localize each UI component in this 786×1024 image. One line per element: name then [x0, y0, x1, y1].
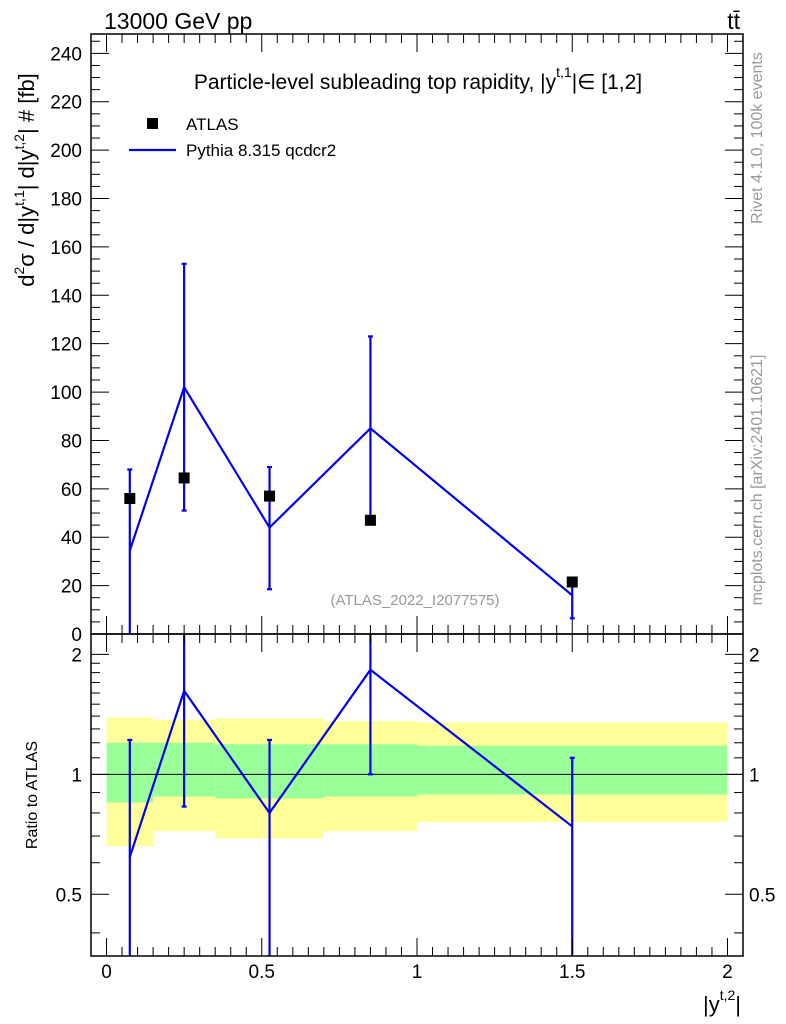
ylabel-a-sup: 2	[11, 267, 27, 275]
atlas-data-point	[364, 514, 376, 526]
ratio-y-tick-label: 2	[71, 645, 82, 666]
ylabel-c-sup: t,2	[11, 134, 27, 150]
xlabel-superscript: t,2	[720, 987, 736, 1003]
header-process-label: tt̄	[727, 8, 740, 34]
main-y-tick-label: 180	[50, 190, 82, 211]
main-y-tick-label: 40	[61, 528, 82, 549]
atlas-data-point	[178, 472, 190, 484]
x-tick-label: 1	[412, 962, 423, 983]
ratio-y-tick-label-right: 0.5	[749, 885, 775, 906]
ratio-pythia-line	[128, 668, 573, 858]
legend: ATLAS Pythia 8.315 qcdcr2	[129, 115, 336, 160]
main-y-tick-label: 60	[61, 480, 82, 501]
ratio-uncertainty-bands	[91, 717, 743, 847]
xlabel-tail: |	[735, 992, 741, 1017]
title-text: Particle-level subleading top rapidity, …	[194, 71, 557, 94]
header-energy-label: 13000 GeV pp	[104, 8, 252, 34]
ratio-axis-ticks: 0 0.5 1 1.5 2 0.5 0.5 1 1 2 2	[56, 634, 775, 983]
title-tail: |∈ [1,2]	[572, 71, 642, 94]
ratio-panel-frame	[90, 633, 744, 957]
rivet-version-label: Rivet 4.1.0, 100k events	[749, 52, 766, 224]
legend-atlas-label: ATLAS	[186, 115, 239, 134]
x-tick-label: 1.5	[559, 962, 585, 983]
main-y-tick-label: 100	[50, 383, 82, 404]
ylabel-b-sup: t,1	[11, 190, 27, 206]
ratio-y-tick-label-right: 2	[749, 645, 760, 666]
ratio-y-tick-label: 0.5	[56, 885, 82, 906]
ratio-y-axis-label: Ratio to ATLAS	[24, 741, 41, 849]
x-tick-label: 2	[722, 962, 733, 983]
main-y-tick-label: 80	[61, 431, 82, 452]
ratio-data-marks	[127, 634, 575, 956]
pythia-line	[128, 384, 573, 597]
main-y-tick-label: 120	[50, 335, 82, 356]
atlas-data-point	[264, 490, 276, 502]
main-data-marks	[124, 262, 578, 634]
xlabel-text: |y	[703, 992, 720, 1017]
main-axis-ticks: 0 20 40 60 80 100 120 140 160 180 200 220 240	[50, 34, 743, 646]
ylabel-d: | # [fb]	[14, 73, 39, 134]
legend-pythia-label: Pythia 8.315 qcdcr2	[186, 141, 336, 160]
atlas-data-point	[566, 576, 578, 588]
x-tick-label: 0	[101, 962, 112, 983]
main-y-tick-label: 140	[50, 286, 82, 307]
ylabel-c: | d|y	[14, 150, 39, 191]
x-axis-label: |yt,2|	[703, 987, 741, 1017]
main-y-tick-label: 0	[71, 625, 82, 646]
main-y-tick-label: 160	[50, 238, 82, 259]
main-y-tick-label: 220	[50, 93, 82, 114]
ylabel-a: d	[14, 275, 39, 287]
x-tick-label: 0.5	[249, 962, 275, 983]
main-y-tick-label: 20	[61, 577, 82, 598]
ratio-y-tick-label: 1	[71, 765, 82, 786]
main-plot-title: Particle-level subleading top rapidity, …	[194, 64, 642, 94]
mcplots-label: mcplots.cern.ch [arXiv:2401.10621]	[749, 355, 766, 606]
main-y-tick-label: 240	[50, 44, 82, 65]
main-y-tick-label: 200	[50, 141, 82, 162]
title-superscript: t,1	[556, 64, 572, 80]
atlas-data-point	[124, 493, 136, 505]
ratio-y-tick-label-right: 1	[749, 765, 760, 786]
ylabel-b: σ / d|y	[14, 206, 39, 267]
main-y-axis-label: d2σ / d|yt,1| d|yt,2| # [fb]	[11, 73, 39, 287]
legend-atlas-marker	[147, 118, 158, 129]
analysis-watermark: (ATLAS_2022_I2077575)	[330, 592, 499, 609]
